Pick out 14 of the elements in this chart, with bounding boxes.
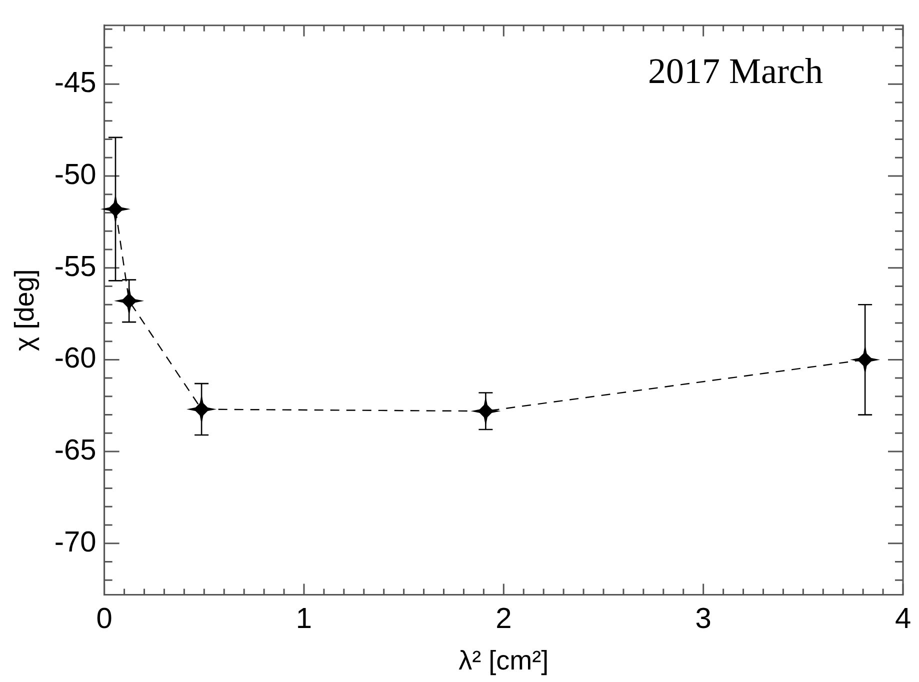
y-tick-label: -50 xyxy=(54,159,96,192)
y-tick-label: -60 xyxy=(54,342,96,375)
y-tick-label: -65 xyxy=(54,434,96,467)
x-tick-label: 2 xyxy=(496,603,512,636)
x-axis-title: λ² [cm²] xyxy=(458,645,549,676)
y-axis-title: χ [deg] xyxy=(10,269,40,351)
x-tick-label: 3 xyxy=(695,603,712,636)
x-tick-label: 0 xyxy=(96,603,112,636)
x-tick-label: 4 xyxy=(894,603,912,636)
x-tick-label: 1 xyxy=(296,603,312,636)
annotation: 2017 March xyxy=(648,50,823,91)
y-tick-label: -70 xyxy=(54,526,96,558)
y-tick-label: -45 xyxy=(54,67,96,100)
y-tick-label: -55 xyxy=(54,250,96,283)
